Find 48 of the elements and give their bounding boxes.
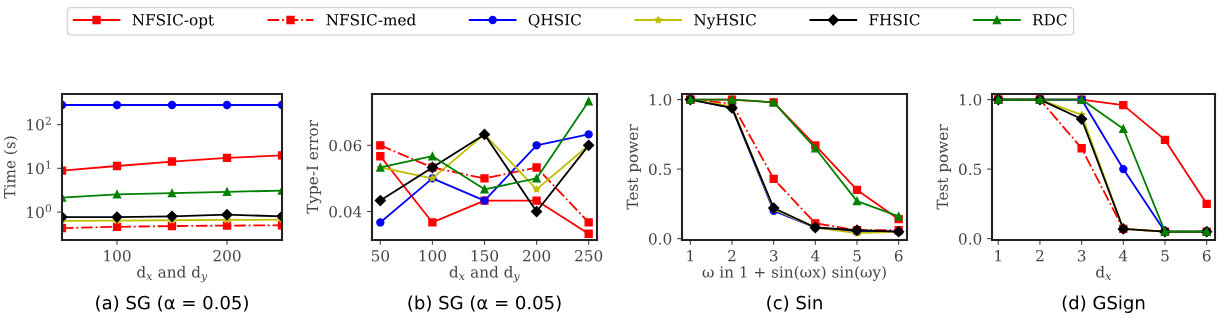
x-axis-title: d$_{x}$: [1096, 265, 1112, 280]
x-tick-label: 250: [575, 249, 603, 262]
y-axis-title: Time (s): [3, 136, 18, 199]
legend-label: NFSIC-med: [326, 13, 416, 26]
y-tick-label: 0.5: [958, 163, 982, 176]
y-tick-label: 0.04: [329, 205, 362, 218]
x-tick-label: 100: [419, 249, 446, 262]
x-tick-label: 3: [1077, 249, 1086, 262]
y-tick-label: 0.0: [958, 233, 982, 245]
legend-label: NyHSIC: [694, 14, 756, 29]
y-tick-label: 0.5: [648, 163, 672, 176]
x-tick-label: 200: [523, 249, 551, 262]
x-tick-label: 1: [995, 249, 1001, 262]
y-tick-label: 0.0: [648, 233, 672, 245]
x-tick-label: 6: [894, 249, 903, 262]
y-tick-label: 10$^{1}$: [27, 160, 51, 175]
x-tick-label: 6: [1202, 249, 1211, 262]
y-tick-label: 10$^{2}$: [27, 116, 51, 131]
text: (d) GSign: [1062, 295, 1145, 313]
x-tick-label: 1: [687, 249, 694, 262]
text: (c) Sin: [767, 295, 822, 312]
y-axis-title: Type-I error: [306, 120, 322, 214]
x-tick-label: 100: [104, 249, 131, 262]
x-tick-label: 200: [213, 249, 241, 262]
legend-label: FHSIC: [869, 14, 920, 26]
x-axis-title: d$_{x}$ and d$_{y}$: [137, 265, 208, 283]
x-tick-label: 50: [371, 249, 390, 262]
legend-label: RDC: [1032, 14, 1067, 26]
y-axis-title: Test power: [626, 124, 642, 210]
x-tick-label: 5: [853, 250, 861, 262]
x-tick-label: 5: [1161, 250, 1169, 262]
y-tick-label: 0.06: [329, 139, 362, 152]
x-tick-label: 4: [810, 249, 820, 262]
legend-label: QHSIC: [528, 14, 581, 28]
y-axis-title: Test power: [936, 124, 952, 210]
y-tick-label: 1.0: [649, 94, 672, 106]
x-tick-label: 3: [769, 249, 778, 262]
x-axis-title: d$_{x}$ and d$_{y}$: [449, 265, 520, 283]
y-tick-label: 10$^{0}$: [27, 204, 52, 218]
x-axis-title: ω in 1 + sin(ωx) sin(ωy): [702, 265, 886, 281]
x-tick-label: 2: [1036, 249, 1044, 262]
x-tick-label: 4: [1118, 249, 1128, 262]
y-tick-label: 1.0: [959, 94, 982, 106]
legend-label: NFSIC-opt: [132, 14, 214, 29]
text: (b) SG (α = 0.05): [408, 295, 561, 312]
x-tick-label: 150: [471, 249, 499, 262]
x-tick-label: 2: [728, 249, 736, 262]
text: (a) SG (α = 0.05): [96, 295, 248, 312]
